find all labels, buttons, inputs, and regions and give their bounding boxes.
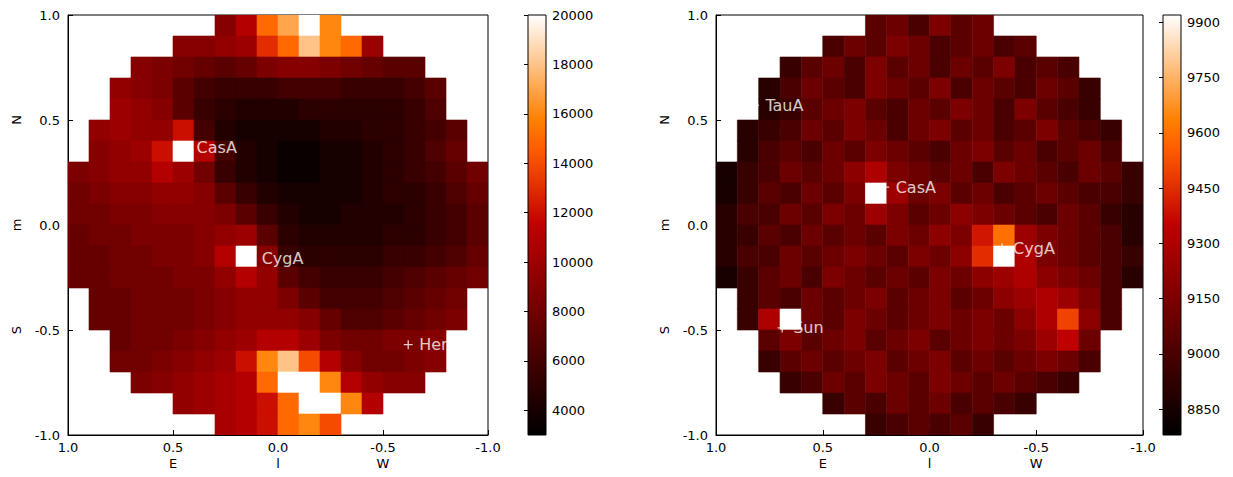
- svg-text:16000: 16000: [552, 106, 593, 121]
- svg-text:-1.0: -1.0: [1130, 440, 1155, 455]
- svg-text:E: E: [169, 456, 177, 471]
- svg-text:S: S: [9, 326, 24, 334]
- svg-text:1.0: 1.0: [58, 440, 79, 455]
- svg-text:12000: 12000: [552, 205, 593, 220]
- svg-text:0.5: 0.5: [812, 440, 833, 455]
- svg-text:10000: 10000: [552, 255, 593, 270]
- svg-text:9600: 9600: [1187, 125, 1220, 140]
- svg-text:l: l: [928, 456, 932, 471]
- svg-text:9300: 9300: [1187, 236, 1220, 251]
- svg-text:m: m: [657, 219, 672, 232]
- svg-text:-0.5: -0.5: [370, 440, 395, 455]
- svg-text:0.0: 0.0: [268, 440, 289, 455]
- svg-text:0.0: 0.0: [919, 440, 940, 455]
- svg-text:CygA: CygA: [1013, 239, 1055, 258]
- svg-text:0.5: 0.5: [687, 113, 708, 128]
- svg-text:m: m: [9, 219, 24, 232]
- svg-text:0.0: 0.0: [39, 218, 60, 233]
- svg-text:-0.5: -0.5: [683, 323, 708, 338]
- svg-text:0.5: 0.5: [163, 440, 184, 455]
- svg-text:TauA: TauA: [764, 96, 803, 115]
- svg-text:1.0: 1.0: [39, 8, 60, 23]
- svg-text:9150: 9150: [1187, 291, 1220, 306]
- svg-text:1.0: 1.0: [706, 440, 727, 455]
- svg-text:4000: 4000: [552, 403, 585, 418]
- svg-text:-1.0: -1.0: [35, 428, 60, 443]
- svg-text:l: l: [276, 456, 280, 471]
- svg-text:Sun: Sun: [793, 318, 823, 337]
- svg-text:9900: 9900: [1187, 15, 1220, 30]
- svg-text:-1.0: -1.0: [475, 440, 500, 455]
- svg-text:9750: 9750: [1187, 70, 1220, 85]
- svg-text:N: N: [657, 115, 672, 125]
- svg-text:0.0: 0.0: [687, 218, 708, 233]
- svg-text:1.0: 1.0: [687, 8, 708, 23]
- svg-text:S: S: [657, 326, 672, 334]
- svg-text:CygA: CygA: [262, 249, 304, 268]
- svg-text:CasA: CasA: [896, 178, 936, 197]
- svg-text:W: W: [1030, 456, 1043, 471]
- svg-text:9000: 9000: [1187, 346, 1220, 361]
- svg-text:-0.5: -0.5: [35, 323, 60, 338]
- svg-text:14000: 14000: [552, 156, 593, 171]
- svg-text:W: W: [377, 456, 390, 471]
- svg-text:8000: 8000: [552, 304, 585, 319]
- svg-text:N: N: [9, 115, 24, 125]
- svg-text:9450: 9450: [1187, 181, 1220, 196]
- svg-text:HerA: HerA: [419, 335, 458, 354]
- svg-text:-1.0: -1.0: [683, 428, 708, 443]
- svg-text:8850: 8850: [1187, 402, 1220, 417]
- svg-text:CasA: CasA: [197, 138, 237, 157]
- svg-text:18000: 18000: [552, 57, 593, 72]
- svg-text:6000: 6000: [552, 353, 585, 368]
- svg-text:0.5: 0.5: [39, 113, 60, 128]
- svg-text:E: E: [819, 456, 827, 471]
- svg-text:-0.5: -0.5: [1024, 440, 1049, 455]
- svg-text:20000: 20000: [552, 8, 593, 23]
